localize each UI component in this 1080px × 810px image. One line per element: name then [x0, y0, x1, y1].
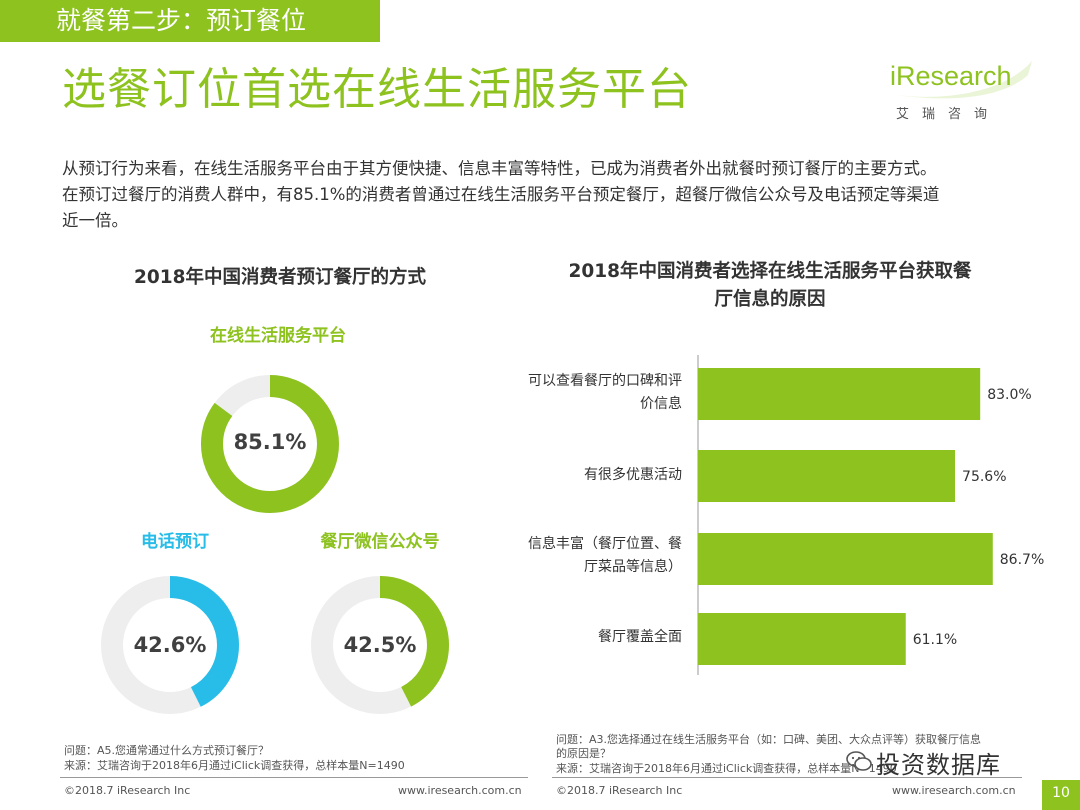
- intro-line-1: 从预订行为来看，在线生活服务平台由于其方便快捷、信息丰富等特性，已成为消费者外出…: [62, 159, 937, 178]
- bar-category-discounts: 有很多优惠活动: [584, 467, 682, 483]
- bar-category-coverage: 餐厅覆盖全面: [598, 629, 682, 645]
- website-right: www.iresearch.com.cn: [892, 784, 1016, 797]
- bar-value-label: 75.6%: [962, 469, 1006, 485]
- page-number: 10: [1042, 780, 1080, 810]
- bar: [698, 450, 956, 502]
- watermark-text: 投资数据库: [876, 751, 1001, 779]
- footnote-right-question-2: 的原因是？: [556, 747, 611, 760]
- footnote-right-source: 来源：艾瑞咨询于2018年6月通过iClick调查获得，总样本量N=1490: [556, 762, 897, 775]
- donut-label-phone: 电话预订: [141, 532, 209, 552]
- copyright-left: ©2018.7 iResearch Inc: [64, 784, 191, 797]
- page-title: 选餐订位首选在线生活服务平台: [62, 64, 692, 115]
- website-left: www.iresearch.com.cn: [398, 784, 522, 797]
- logo-word: iResearch: [890, 61, 1012, 91]
- donut-arc: [101, 576, 239, 714]
- wechat-icon: [846, 751, 872, 771]
- donut-value-phone: 42.6%: [133, 633, 207, 657]
- footnote-left-divider: [60, 777, 528, 778]
- donut-phone: [101, 576, 239, 714]
- bar-value-label: 83.0%: [987, 387, 1031, 403]
- donut-arc: [201, 375, 339, 513]
- intro-text: 从预订行为来看，在线生活服务平台由于其方便快捷、信息丰富等特性，已成为消费者外出…: [62, 156, 1062, 234]
- footnote-left-source: 来源：艾瑞咨询于2018年6月通过iClick调查获得，总样本量N=1490: [64, 759, 405, 772]
- logo-cn: 艾瑞咨询: [896, 107, 1001, 122]
- bar-chart: 83.0% 75.6% 86.7% 61.1%: [697, 355, 1044, 675]
- left-chart-title: 2018年中国消费者预订餐厅的方式: [134, 267, 426, 288]
- donut-online: [201, 375, 339, 513]
- intro-line-3: 近一倍。: [62, 211, 128, 230]
- bar: [698, 533, 993, 585]
- iresearch-logo: iResearch 艾瑞咨询: [890, 55, 1040, 125]
- footnote-left-question: 问题：A5.您通常通过什么方式预订餐厅？: [64, 744, 270, 757]
- bar-category-rich-info: 信息丰富（餐厅位置、餐 厅菜品等信息）: [528, 536, 682, 575]
- donut-value-online: 85.1%: [233, 430, 307, 454]
- bar: [698, 613, 906, 665]
- logo-swoosh-icon: [896, 61, 1032, 99]
- donut-wechat: [311, 576, 449, 714]
- footnote-right-divider: [552, 777, 1022, 778]
- bar: [698, 368, 981, 420]
- footnote-right-question-1: 问题：A3.您选择通过在线生活服务平台（如：口碑、美团、大众点评等）获取餐厅信息: [556, 733, 982, 746]
- donut-label-wechat: 餐厅微信公众号: [320, 532, 440, 552]
- bar-category-reviews: 可以查看餐厅的口碑和评 价信息: [528, 373, 682, 412]
- right-chart-title-line-2: 厅信息的原因: [714, 289, 826, 310]
- donut-arc: [311, 576, 449, 714]
- bar-value-label: 86.7%: [1000, 552, 1044, 568]
- donut-value-wechat: 42.5%: [343, 633, 417, 657]
- intro-line-2: 在预订过餐厅的消费人群中，有85.1%的消费者曾通过在线生活服务平台预定餐厅，超…: [62, 185, 940, 204]
- step-tag: 就餐第二步：预订餐位: [0, 0, 380, 42]
- copyright-right: ©2018.7 iResearch Inc: [556, 784, 683, 797]
- bar-value-label: 61.1%: [913, 632, 957, 648]
- right-chart-title-line-1: 2018年中国消费者选择在线生活服务平台获取餐: [568, 261, 972, 282]
- step-label: 就餐第二步：预订餐位: [56, 6, 307, 35]
- donut-label-online: 在线生活服务平台: [210, 326, 346, 346]
- right-chart-title: 2018年中国消费者选择在线生活服务平台获取餐 厅信息的原因: [530, 258, 1010, 314]
